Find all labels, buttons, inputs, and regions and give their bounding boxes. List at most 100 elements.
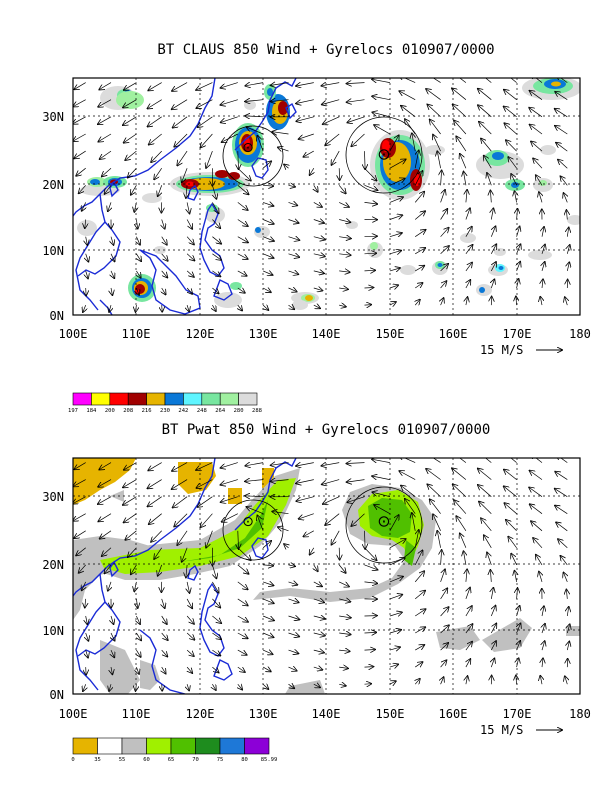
gyre-center-icon: ⊙: [242, 514, 254, 530]
colorbar-label: 55: [119, 757, 126, 763]
wind-arrow: [530, 125, 543, 135]
wind-arrow: [105, 185, 112, 194]
wind-arrow: [325, 513, 340, 525]
wind-arrow: [237, 667, 245, 672]
wind-arrow: [262, 615, 274, 620]
wind-arrow: [162, 219, 165, 229]
wind-arrow: [310, 547, 314, 555]
svg-text:20N: 20N: [42, 178, 64, 192]
wind-arrow: [339, 288, 348, 289]
wind-arrow: [288, 684, 295, 688]
wind-arrow: [487, 553, 492, 566]
wind-arrow: [73, 496, 86, 504]
y-axis: 0N 10N 20N 30N: [42, 110, 64, 323]
wind-arrow: [452, 88, 467, 100]
wind-arrow: [86, 632, 89, 641]
wind-arrow: [108, 581, 111, 591]
wind-arrow: [313, 271, 324, 274]
wind-arrow: [347, 100, 365, 103]
wind-arrow: [427, 484, 441, 497]
wind-arrow: [73, 99, 86, 107]
wind-arrow: [389, 302, 396, 305]
wind-arrow: [478, 89, 492, 100]
wind-arrow: [278, 147, 289, 151]
wind-arrow: [257, 516, 264, 531]
colorbar-label: 264: [215, 408, 226, 414]
wind-arrow: [212, 253, 221, 260]
wind-arrow: [74, 462, 86, 470]
wind-arrow: [441, 677, 444, 685]
wind-arrow: [564, 193, 568, 203]
wind-arrow: [237, 202, 248, 210]
svg-text:30N: 30N: [42, 110, 64, 124]
wind-arrow: [158, 185, 162, 196]
wind-arrow: [364, 667, 374, 668]
wind-arrow: [237, 236, 248, 243]
wind-arrow: [212, 202, 218, 213]
wind-arrow: [517, 658, 519, 668]
wind-arrow: [237, 288, 245, 293]
wind-arrow: [262, 161, 271, 169]
wind-arrow: [314, 564, 318, 571]
wind-arrow: [148, 99, 162, 109]
wind-arrow: [212, 304, 215, 311]
chart-title: BT Pwat 850 Wind + Gyrelocs 010907/0000: [162, 422, 491, 438]
wind-arrow: [490, 191, 491, 203]
wind-arrow: [533, 538, 543, 549]
wind-arrow: [567, 228, 568, 237]
wind-arrow: [555, 489, 568, 497]
wind-arrow: [136, 219, 137, 229]
wind-arrow: [466, 190, 467, 203]
x-axis: 100E 110E 120E 130E 140E 150E 160E 170E …: [59, 707, 591, 721]
wind-arrow: [198, 116, 213, 127]
wind-arrow: [288, 271, 299, 274]
wind-arrow: [415, 627, 425, 634]
wind-arrow: [86, 236, 88, 245]
wind-arrow: [263, 305, 268, 310]
wind-arrow: [109, 684, 111, 691]
wind-arrow: [481, 139, 492, 152]
wind-arrow: [530, 504, 543, 514]
wind-arrow: [464, 172, 466, 186]
colorbar-swatch: [219, 737, 245, 755]
wind-arrow: [262, 667, 271, 671]
wind-arrow: [425, 458, 441, 463]
wind-arrow: [272, 132, 289, 134]
wind-arrow: [437, 531, 440, 548]
wind-arrow: [440, 588, 448, 600]
wind-arrow: [212, 564, 216, 578]
wind-arrow: [465, 263, 472, 272]
wind-arrow: [440, 569, 445, 583]
svg-text:170E: 170E: [503, 707, 532, 721]
wind-arrow: [86, 253, 89, 262]
wind-arrow: [288, 305, 295, 309]
colorbar-swatch: [97, 737, 123, 755]
wind-arrow: [347, 463, 365, 464]
wind-arrow: [212, 615, 221, 623]
wind-arrow: [313, 288, 323, 291]
wind-arrow: [454, 121, 467, 135]
wind-arrow: [389, 515, 399, 531]
svg-text:140E: 140E: [312, 327, 341, 341]
wind-arrow: [490, 244, 496, 254]
wind-arrow: [389, 251, 401, 254]
svg-text:150E: 150E: [376, 707, 405, 721]
wind-arrow: [415, 266, 424, 272]
wind-arrow: [288, 667, 297, 671]
wind-arrow: [186, 615, 194, 624]
wind-arrow: [339, 271, 349, 272]
wind-arrow: [288, 237, 300, 241]
wind-arrow: [79, 564, 86, 573]
wind-arrow: [440, 660, 447, 668]
wind-arrow: [212, 287, 218, 293]
wind-arrow: [263, 684, 268, 689]
wind-arrow: [542, 641, 545, 651]
wind-arrow: [314, 185, 318, 191]
wind-arrow: [452, 468, 467, 480]
wind-arrow: [347, 480, 365, 483]
wind-arrow: [332, 530, 340, 545]
wind-arrow: [517, 262, 521, 272]
wind-arrow: [466, 588, 470, 600]
wind-arrow: [374, 125, 391, 135]
